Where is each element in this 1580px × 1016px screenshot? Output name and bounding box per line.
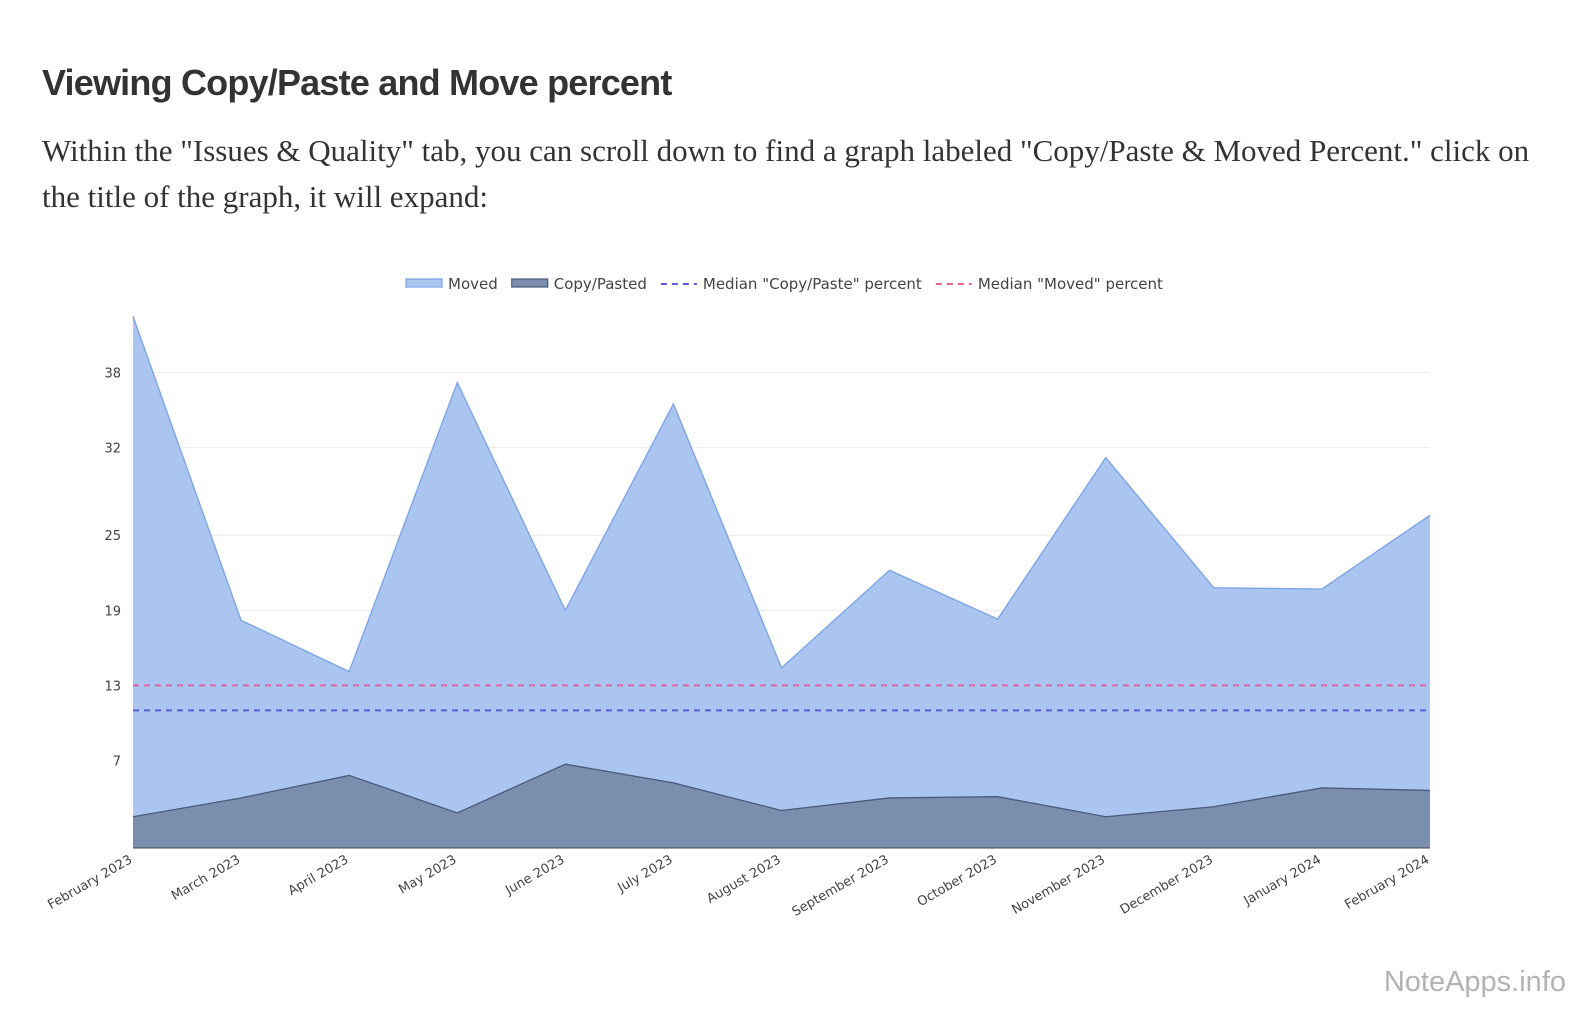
y-tick-label-3: 25	[104, 529, 121, 544]
x-tick-label-1: March 2023	[169, 852, 243, 903]
y-tick-label-5: 38	[104, 367, 121, 382]
area-fill-0[interactable]	[133, 316, 1430, 848]
x-tick-label-2: April 2023	[286, 852, 351, 898]
x-tick-label-9: November 2023	[1009, 852, 1107, 917]
legend-label-3[interactable]: Median "Moved" percent	[978, 275, 1163, 293]
legend-label-0[interactable]: Moved	[448, 275, 498, 293]
point-1-7[interactable]	[886, 794, 894, 802]
point-1-2[interactable]	[345, 771, 353, 779]
point-1-8[interactable]	[994, 793, 1002, 801]
y-tick-label-4: 32	[104, 442, 121, 457]
x-tick-label-6: August 2023	[704, 852, 783, 906]
point-0-5[interactable]	[669, 400, 677, 408]
chart-legend[interactable]: Moved Copy/Pasted Median "Copy/Paste" perc…	[405, 275, 1163, 293]
point-1-5[interactable]	[669, 779, 677, 787]
legend-label-1[interactable]: Copy/Pasted	[554, 275, 647, 293]
point-1-9[interactable]	[1102, 813, 1110, 821]
x-tick-label-7: September 2023	[790, 852, 892, 920]
point-0-1[interactable]	[237, 616, 245, 624]
area-fill-1[interactable]	[133, 764, 1430, 848]
x-tick-label-11: January 2024	[1241, 852, 1324, 909]
point-0-7[interactable]	[886, 566, 894, 574]
x-axis: February 2023 March 2023 April 2023 May 202…	[45, 847, 1432, 920]
legend-swatch-1[interactable]	[511, 278, 549, 288]
point-1-6[interactable]	[778, 806, 786, 814]
point-0-9[interactable]	[1102, 454, 1110, 462]
point-0-2[interactable]	[345, 668, 353, 676]
point-0-12[interactable]	[1426, 511, 1434, 519]
legend-label-2[interactable]: Median "Copy/Paste" percent	[703, 275, 922, 293]
x-tick-label-0: February 2023	[45, 852, 135, 912]
y-tick-label-0: 7	[113, 754, 121, 769]
point-0-6[interactable]	[778, 664, 786, 672]
chart-areas[interactable]	[129, 312, 1434, 848]
point-1-3[interactable]	[453, 809, 461, 817]
point-0-8[interactable]	[994, 615, 1002, 623]
point-0-3[interactable]	[453, 379, 461, 387]
page-heading: Viewing Copy/Paste and Move percent	[42, 62, 672, 103]
chart-median-lines	[133, 684, 1430, 712]
x-tick-label-8: October 2023	[915, 852, 1000, 910]
point-0-0[interactable]	[129, 312, 137, 320]
y-tick-label-2: 19	[104, 604, 121, 619]
point-1-10[interactable]	[1210, 803, 1218, 811]
x-tick-label-12: February 2024	[1342, 852, 1432, 912]
copy-paste-moved-chart: Moved Copy/Pasted Median "Copy/Paste" perc…	[45, 275, 1434, 920]
area-line-1[interactable]	[132, 763, 1431, 818]
x-tick-label-5: July 2023	[615, 852, 676, 896]
watermark: NoteApps.info	[1383, 966, 1566, 998]
point-1-11[interactable]	[1318, 784, 1326, 792]
x-tick-label-10: December 2023	[1118, 852, 1216, 917]
y-tick-label-1: 13	[104, 679, 121, 694]
x-tick-label-4: June 2023	[502, 852, 567, 898]
area-line-0[interactable]	[132, 316, 1431, 673]
point-0-4[interactable]	[561, 606, 569, 614]
x-tick-label-3: May 2023	[396, 852, 459, 897]
legend-swatch-0[interactable]	[405, 278, 443, 288]
point-1-4[interactable]	[561, 760, 569, 768]
point-0-10[interactable]	[1210, 584, 1218, 592]
point-0-11[interactable]	[1318, 585, 1326, 593]
point-1-0[interactable]	[129, 813, 137, 821]
intro-paragraph: Within the "Issues & Quality" tab, you c…	[42, 133, 1530, 214]
point-1-12[interactable]	[1426, 786, 1434, 794]
y-axis: 7 13 19 25 32 38	[104, 367, 121, 770]
point-1-1[interactable]	[237, 794, 245, 802]
